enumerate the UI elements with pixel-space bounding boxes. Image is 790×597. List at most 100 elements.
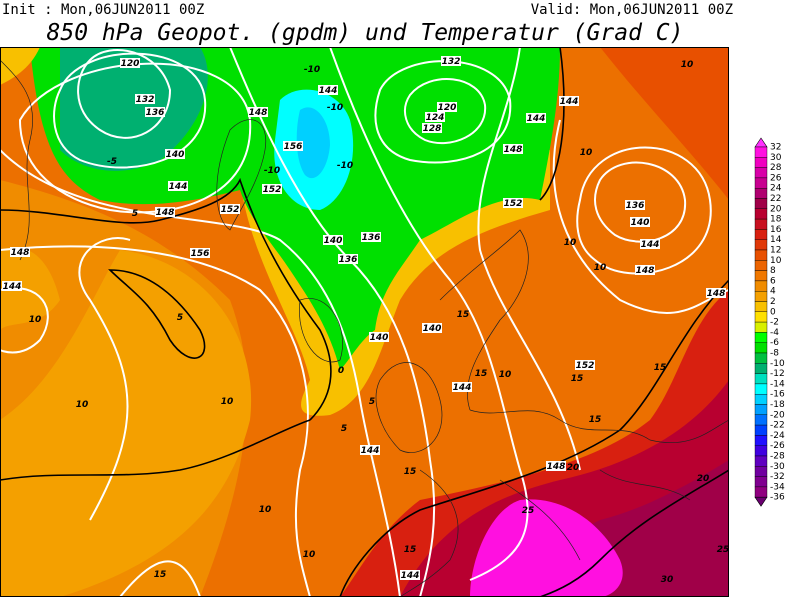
colorbar-swatch [754, 404, 768, 416]
label-box [625, 200, 645, 210]
geopotential-label: 152 [221, 205, 240, 215]
colorbar-label: 8 [770, 266, 776, 276]
colorbar-label: -20 [770, 410, 785, 420]
geopotential-label: 144 [527, 114, 546, 124]
colorbar-label: -6 [770, 338, 779, 348]
geopotential-label: 140 [631, 218, 650, 228]
colorbar-label: -32 [770, 472, 785, 482]
temperature-label: 20 [567, 463, 580, 473]
temperature-label: 15 [589, 415, 602, 425]
geopotential-label: 148 [636, 266, 655, 276]
colorbar-label: -2 [770, 318, 779, 328]
greenland-coast [216, 119, 267, 231]
colorbar-label: 22 [770, 194, 781, 204]
colorbar-swatch [754, 383, 768, 395]
map: 120 132 136 140 144 148 152 156 148 144 148 156 152 1… [0, 47, 729, 597]
colorbar-swatch [754, 332, 768, 343]
label-box [503, 198, 523, 208]
colorbar-swatch [754, 363, 768, 374]
geopotential-label: 144 [560, 97, 579, 107]
temperature-label: 15 [571, 374, 584, 384]
label-box [120, 58, 140, 68]
label-box [425, 112, 445, 122]
temperature-label: 30 [661, 575, 674, 585]
label-box [640, 239, 660, 249]
temperature-label: -10 [264, 166, 280, 176]
colorbar-arrow [754, 496, 768, 507]
colorbar-swatch [754, 414, 768, 426]
label-box [441, 56, 461, 66]
label-box [135, 94, 155, 104]
colorbar-swatch [754, 208, 768, 220]
label-box [452, 382, 472, 392]
label-box [10, 247, 30, 257]
colorbar-label: 12 [770, 246, 781, 256]
contour [0, 287, 49, 354]
temperature-label: 10 [76, 400, 89, 410]
geopotential-label: 136 [339, 255, 358, 265]
geopotential-label: 152 [504, 199, 523, 209]
label-box [190, 248, 210, 258]
contour [0, 149, 401, 597]
label-box [422, 323, 442, 333]
colorbar-swatch [754, 373, 768, 385]
temperature-label: 10 [259, 505, 272, 515]
temperature-label: 15 [457, 310, 470, 320]
colorbar-swatch [754, 270, 768, 282]
geopotential-label: 140 [370, 333, 389, 343]
label-box [220, 204, 240, 214]
contour [0, 245, 311, 597]
geopotential-label: 140 [423, 324, 442, 334]
contour [404, 78, 487, 145]
colorbar-label: 30 [770, 153, 782, 163]
colorbar-label: -16 [770, 390, 785, 400]
temperature-label: 10 [594, 263, 607, 273]
label-box [575, 360, 595, 370]
geopotential-label: 132 [442, 57, 461, 67]
temperature-label: 10 [221, 397, 234, 407]
geopotential-label: 144 [641, 240, 660, 250]
contour [0, 177, 332, 421]
colorbar-swatch [754, 218, 768, 230]
colorbar-swatch [754, 321, 768, 333]
geopotential-label: 144 [3, 282, 22, 292]
colorbar-label: -10 [770, 359, 785, 369]
colorbar-swatch [754, 435, 768, 446]
colorbar-label: 16 [770, 225, 782, 235]
temperature-label: 10 [564, 238, 577, 248]
label-box [323, 235, 343, 245]
label-box [248, 107, 268, 117]
temperature-label: 10 [303, 550, 316, 560]
label-box [165, 149, 185, 159]
colorbar-label: -18 [770, 400, 785, 410]
contour [329, 47, 529, 581]
colorbar-label: -24 [770, 431, 785, 441]
colorbar-swatch [754, 476, 768, 488]
colorbar-label: -4 [770, 328, 779, 338]
colorbar-label: 18 [770, 215, 782, 225]
colorbar-label: 4 [770, 287, 776, 297]
colorbar-swatch [754, 187, 768, 199]
colorbar-swatch [754, 239, 768, 251]
colorbar-label: 0 [770, 307, 776, 317]
colorbar-swatch [754, 445, 768, 457]
temperature-label: -5 [107, 157, 117, 167]
colorbar-label: -12 [770, 369, 785, 379]
temperature-label: -10 [337, 161, 353, 171]
map-title: 850 hPa Geopot. (gpdm) und Temperatur (G… [47, 20, 684, 46]
temperature-label: -10 [304, 65, 320, 75]
temp-field [296, 107, 330, 179]
contour [108, 269, 206, 359]
geopotential-label: 144 [319, 86, 338, 96]
label-box [168, 181, 188, 191]
iceland-coast [299, 298, 343, 363]
label-box [706, 288, 726, 298]
temperature-label: 15 [404, 467, 417, 477]
temperature-contours [0, 47, 729, 597]
temperature-label: 15 [654, 363, 667, 373]
colorbar-label: 32 [770, 143, 781, 153]
label-box [145, 107, 165, 117]
temperature-label: 15 [475, 369, 488, 379]
scandinavia-coast [439, 229, 529, 411]
geopotential-label: 144 [361, 446, 380, 456]
